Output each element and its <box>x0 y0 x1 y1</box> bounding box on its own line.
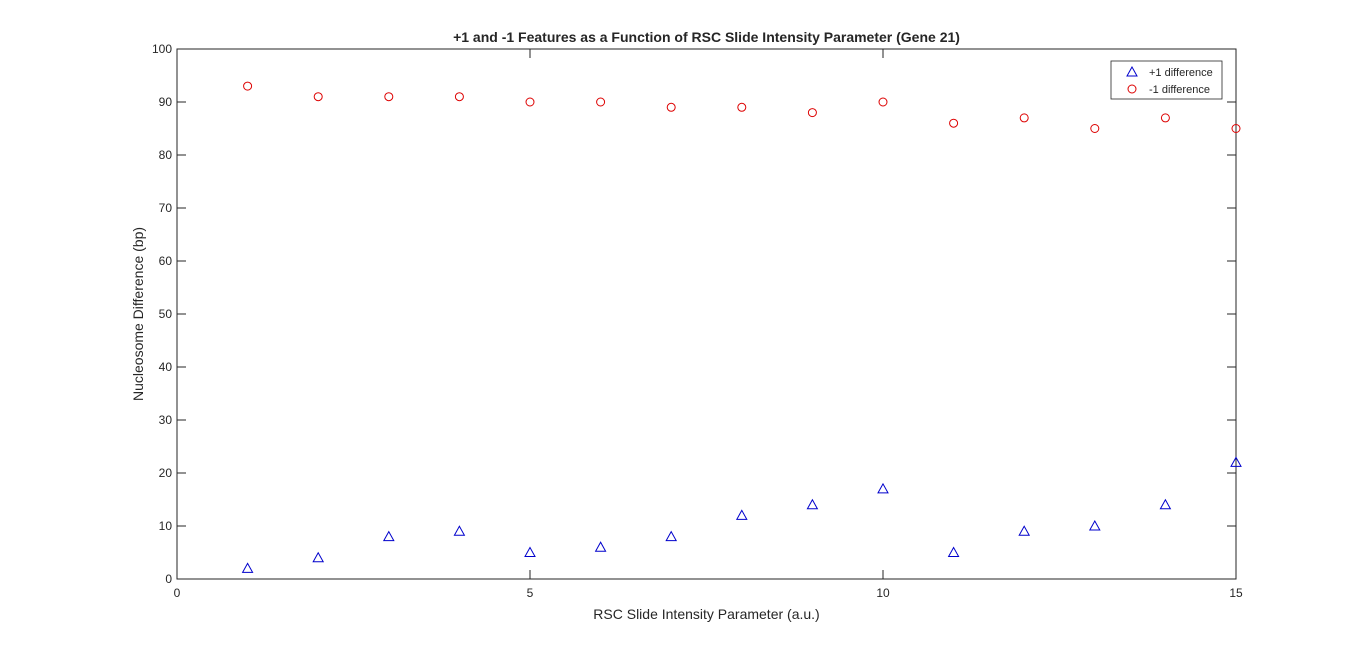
triangle-marker <box>382 530 395 542</box>
triangle-marker <box>453 525 466 536</box>
circle-marker <box>1019 113 1029 123</box>
triangle-marker <box>735 509 748 520</box>
series-1 <box>241 456 1242 573</box>
legend-label: -1 difference <box>1149 84 1210 96</box>
circle-marker <box>1160 113 1170 123</box>
circle-marker <box>384 92 394 102</box>
legend-marker <box>1126 65 1138 77</box>
plot-area <box>176 48 1237 580</box>
triangle-marker <box>1159 498 1172 510</box>
triangle-marker <box>806 498 819 510</box>
plot-frame <box>176 48 1237 580</box>
x-axis: 0 5 10 15 <box>174 49 1243 600</box>
circle-marker <box>807 108 817 118</box>
triangle-marker <box>1018 525 1031 536</box>
legend: +1 difference -1 difference <box>1110 60 1223 100</box>
circle-marker <box>525 97 535 107</box>
circle-marker <box>454 92 464 102</box>
circle-marker <box>737 102 747 112</box>
y-tick-label: 20 <box>159 466 173 480</box>
x-tick-label: 5 <box>527 586 534 600</box>
series-2 <box>243 81 1241 133</box>
x-axis-label: RSC Slide Intensity Parameter (a.u.) <box>593 606 819 622</box>
legend-marker <box>1127 84 1137 94</box>
x-tick-label: 10 <box>876 586 890 600</box>
y-tick-label: 0 <box>165 572 172 586</box>
triangle-marker <box>1230 456 1242 467</box>
y-axis-label: Nucleosome Difference (bp) <box>130 227 146 401</box>
y-tick-label: 10 <box>159 519 173 533</box>
y-tick-label: 30 <box>159 413 173 427</box>
triangle-marker <box>947 546 960 557</box>
circle-marker <box>1090 124 1100 133</box>
circle-marker <box>1231 124 1241 133</box>
y-tick-label: 80 <box>159 148 173 162</box>
circle-marker <box>243 81 253 91</box>
triangle-marker <box>241 562 254 573</box>
data-markers <box>241 81 1242 573</box>
y-tick-label: 100 <box>152 42 172 56</box>
triangle-marker <box>877 482 889 494</box>
y-tick-label: 90 <box>159 95 173 109</box>
circle-marker <box>878 97 888 107</box>
triangle-marker <box>524 546 536 557</box>
triangle-marker <box>312 551 325 563</box>
triangle-marker <box>665 530 678 542</box>
x-tick-label: 0 <box>174 586 181 600</box>
triangle-marker <box>1088 519 1101 531</box>
y-tick-label: 70 <box>159 201 173 215</box>
legend-label: +1 difference <box>1149 67 1213 79</box>
triangle-marker <box>594 541 607 552</box>
y-tick-label: 60 <box>159 254 173 268</box>
circle-marker <box>666 102 676 112</box>
y-axis: 0 10 20 30 40 50 60 70 80 90 100 <box>152 42 1236 586</box>
circle-marker <box>949 118 959 128</box>
y-tick-label: 40 <box>159 360 173 374</box>
circle-marker <box>596 97 606 107</box>
x-tick-label: 15 <box>1229 586 1243 600</box>
circle-marker <box>313 92 323 102</box>
y-tick-label: 50 <box>159 307 173 321</box>
chart-title: +1 and -1 Features as a Function of RSC … <box>453 29 960 45</box>
